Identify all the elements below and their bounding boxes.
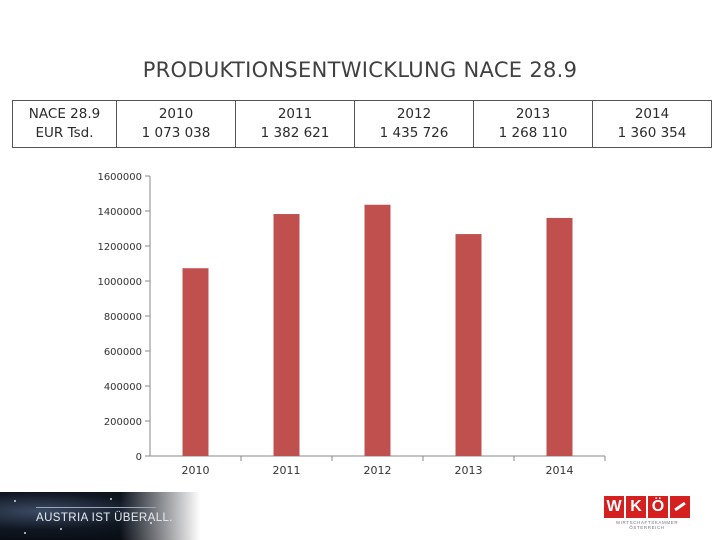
x-tick-label: 2014 xyxy=(546,464,574,477)
y-tick-label: 1000000 xyxy=(97,277,142,288)
table-cell-2012: 2012 1 435 726 xyxy=(354,100,474,148)
table-year: 2012 xyxy=(396,106,432,122)
y-tick-label: 1600000 xyxy=(97,172,142,183)
wko-logo: W K Ö WIRTSCHAFTSKAMMER ÖSTERREICH xyxy=(604,496,690,530)
table-value: 1 073 038 xyxy=(141,125,211,141)
y-tick-label: 1400000 xyxy=(97,207,142,218)
table-cell-2010: 2010 1 073 038 xyxy=(116,100,236,148)
bar-2011 xyxy=(273,214,300,456)
table-year: 2013 xyxy=(515,106,551,122)
table-year: 2010 xyxy=(158,106,194,122)
slogan-divider xyxy=(36,507,156,508)
table-row-header-unit: EUR Tsd. xyxy=(35,125,94,141)
bar-2012 xyxy=(364,204,391,456)
footer-space-image xyxy=(0,492,200,540)
bar-chart: 0 200000 400000 600000 800000 1000000 1200000 1… xyxy=(97,172,606,477)
y-tick-label: 800000 xyxy=(104,312,142,323)
table-row: NACE 28.9 EUR Tsd. 2010 1 073 038 2011 1… xyxy=(12,100,712,148)
logo-mark-icon xyxy=(670,496,690,518)
footer-band: AUSTRIA IST ÜBERALL. xyxy=(0,492,720,540)
data-table: NACE 28.9 EUR Tsd. 2010 1 073 038 2011 1… xyxy=(12,100,712,148)
logo-subtitle: WIRTSCHAFTSKAMMER ÖSTERREICH xyxy=(615,520,679,530)
y-tick-label: 1200000 xyxy=(97,242,142,253)
table-value: 1 435 726 xyxy=(379,125,449,141)
footer-slogan: AUSTRIA IST ÜBERALL. xyxy=(36,512,173,524)
table-cell-2011: 2011 1 382 621 xyxy=(235,100,355,148)
bar-2013 xyxy=(455,234,482,456)
x-tick-label: 2010 xyxy=(182,464,210,477)
table-cell-2014: 2014 1 360 354 xyxy=(593,101,712,148)
slide-title: PRODUKTIONSENTWICKLUNG NACE 28.9 xyxy=(142,58,578,82)
bar-2010 xyxy=(182,268,209,456)
y-tick-label: 0 xyxy=(136,452,142,463)
logo-letter: W xyxy=(604,496,624,518)
y-tick-label: 400000 xyxy=(104,382,142,393)
table-year: 2011 xyxy=(277,106,313,122)
table-value: 1 360 354 xyxy=(617,125,687,141)
table-cell-2013: 2013 1 268 110 xyxy=(473,100,593,148)
logo-letter: Ö xyxy=(648,496,668,518)
y-tick-label: 600000 xyxy=(104,347,142,358)
table-value: 1 382 621 xyxy=(260,125,330,141)
x-tick-label: 2011 xyxy=(273,464,301,477)
bar-2014 xyxy=(546,217,573,456)
x-tick-label: 2012 xyxy=(364,464,392,477)
x-tick-label: 2013 xyxy=(455,464,483,477)
y-tick-label: 200000 xyxy=(104,417,142,428)
logo-letter: K xyxy=(626,496,646,518)
table-row-header: NACE 28.9 EUR Tsd. xyxy=(12,100,117,148)
table-year: 2014 xyxy=(634,106,670,122)
table-row-header-label: NACE 28.9 xyxy=(28,106,101,122)
table-value: 1 268 110 xyxy=(498,125,568,141)
